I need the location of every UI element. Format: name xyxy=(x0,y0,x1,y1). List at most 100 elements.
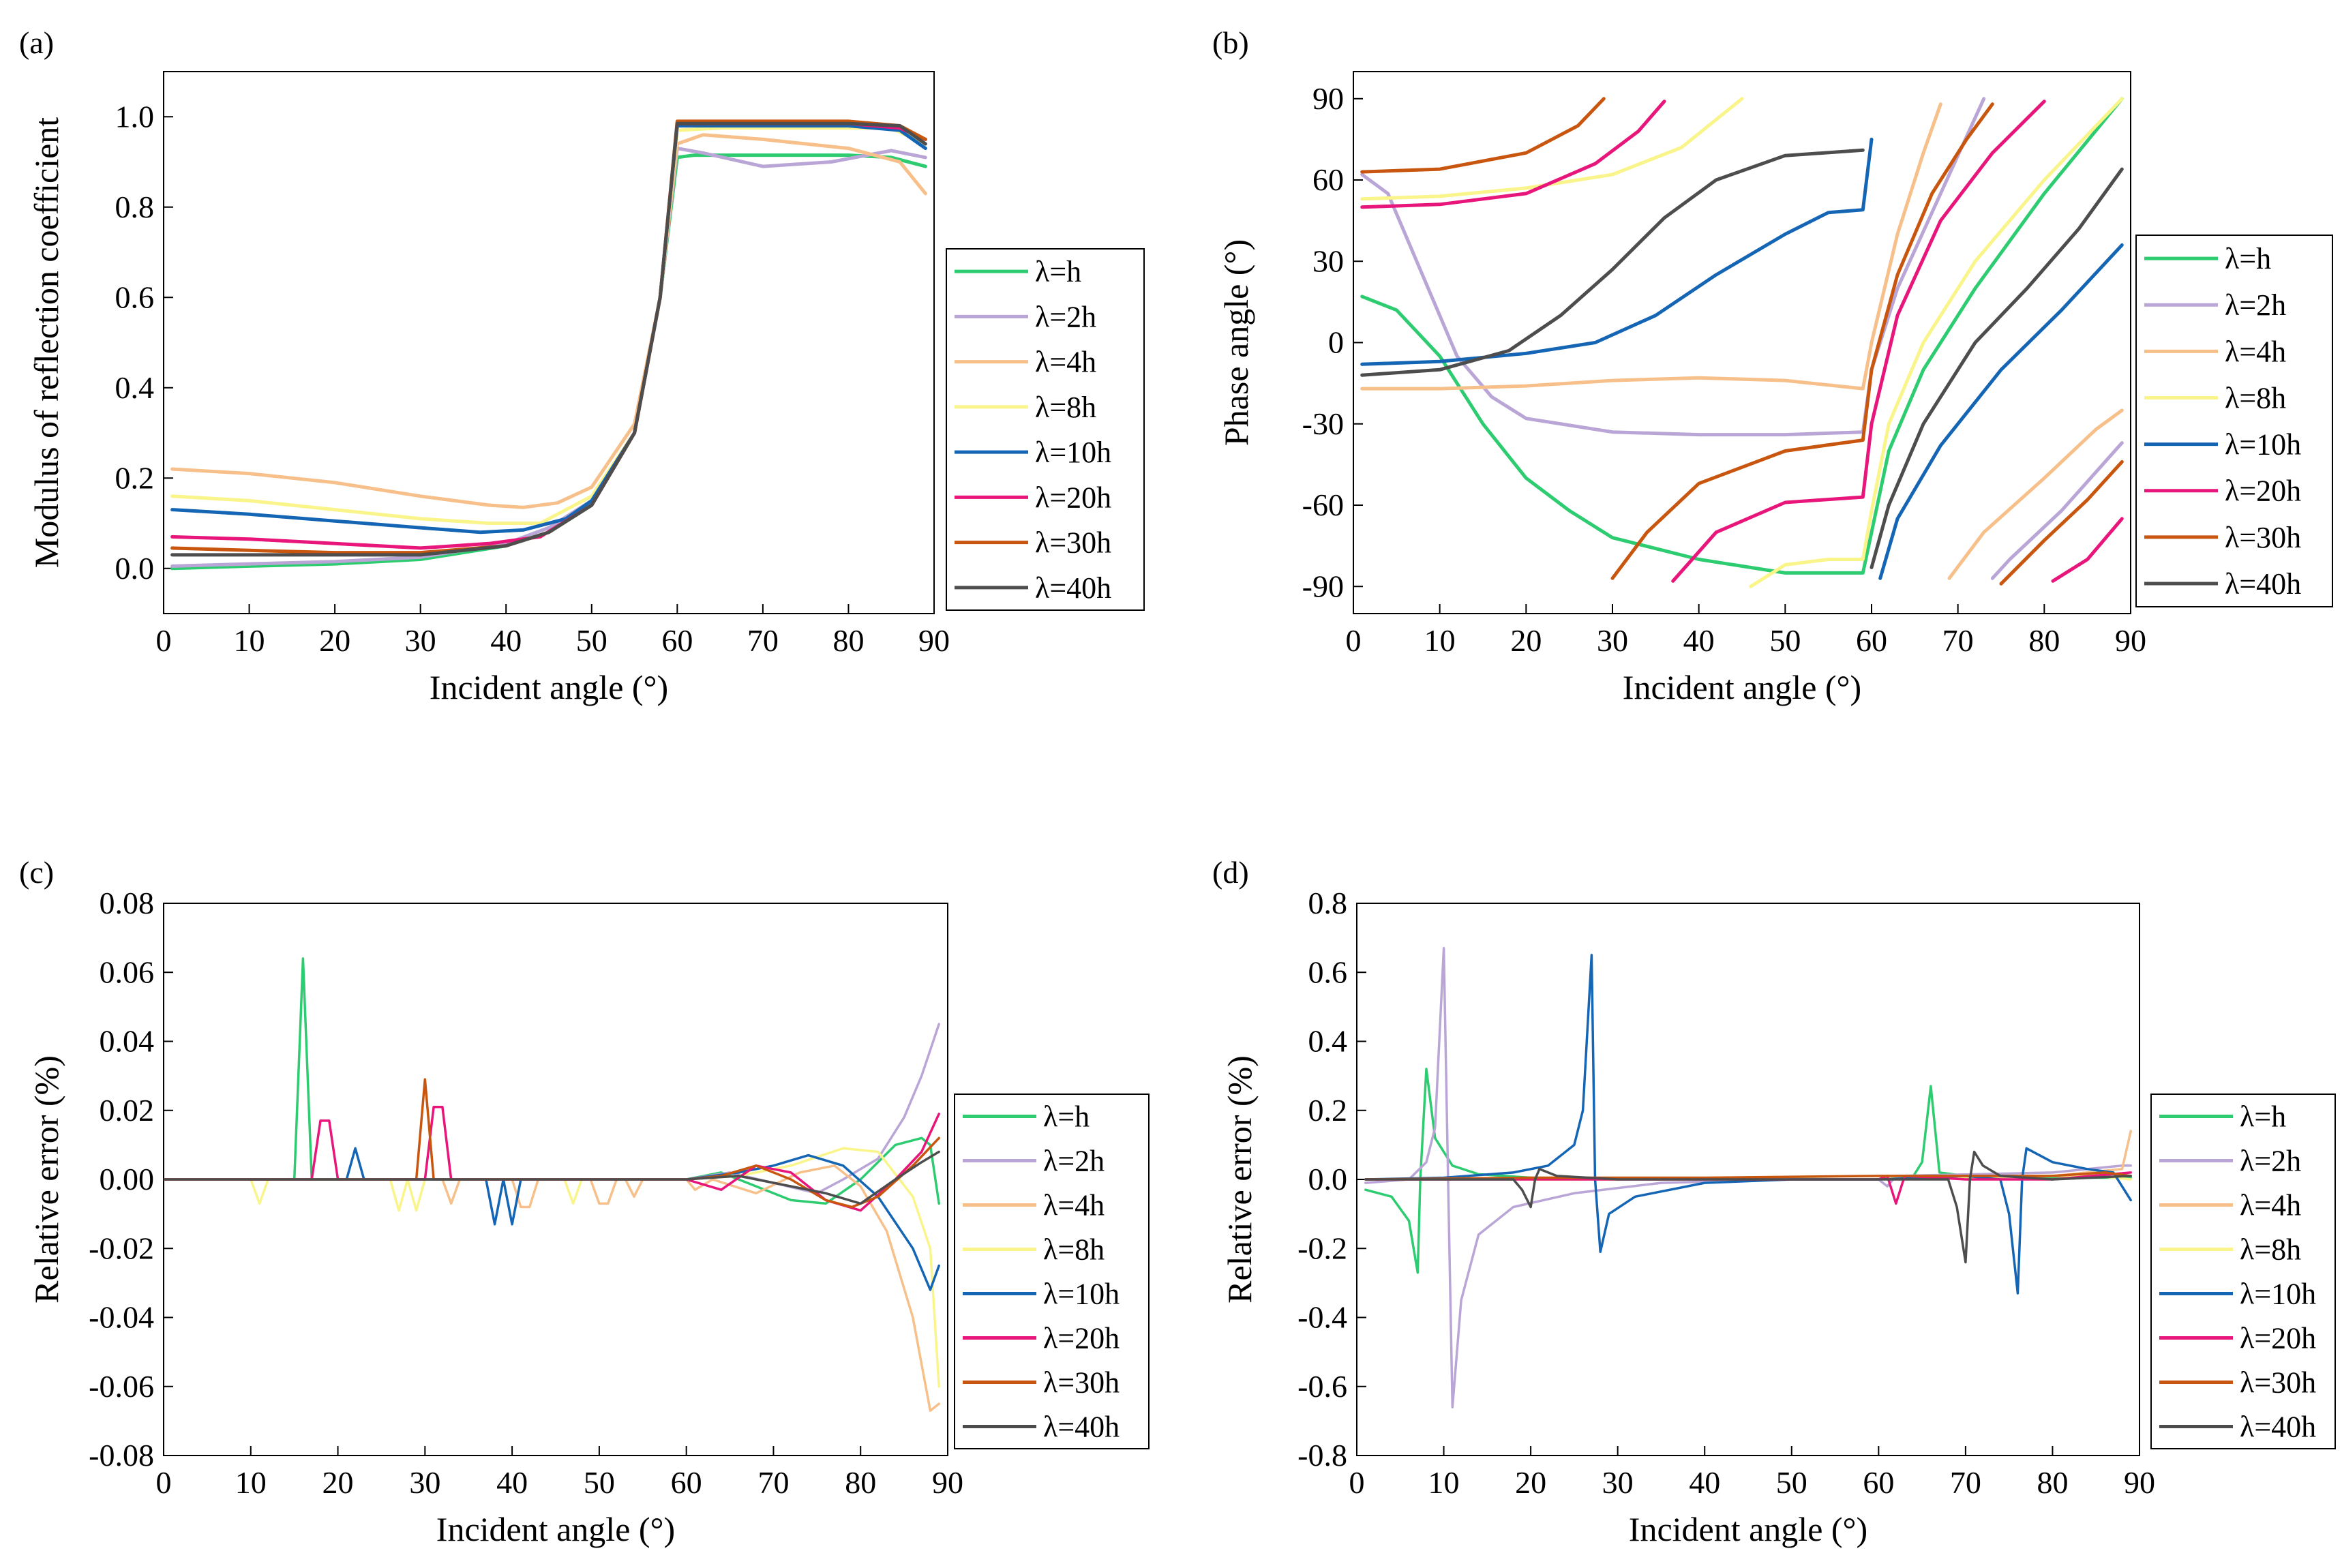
y-tick-label-b: 30 xyxy=(1312,243,1344,278)
x-tick-label-b: 40 xyxy=(1683,623,1715,658)
series-group-c xyxy=(164,957,940,1412)
y-tick-label-d: -0.4 xyxy=(1297,1300,1347,1335)
series-line-a-h xyxy=(170,153,927,571)
x-tick-label-b: 90 xyxy=(2115,623,2146,658)
y-tick-label-d: -0.2 xyxy=(1297,1231,1347,1265)
legend-label-a-2h: λ=2h xyxy=(1035,300,1096,333)
x-tick-label-d: 10 xyxy=(1428,1465,1460,1500)
y-tick-label-a: 0.6 xyxy=(115,280,155,314)
series-line-c-8h xyxy=(164,1147,940,1388)
series-line-c-h xyxy=(164,957,940,1205)
series-group-d xyxy=(1364,947,2132,1408)
legend-label-c-2h: λ=2h xyxy=(1043,1145,1105,1178)
plot-area-a xyxy=(163,71,935,614)
legend-label-a-30h: λ=30h xyxy=(1035,526,1111,560)
legend-label-b-h: λ=h xyxy=(2225,242,2271,275)
legend-label-d-4h: λ=4h xyxy=(2240,1189,2301,1222)
legend-label-b-20h: λ=20h xyxy=(2225,474,2301,508)
series-line-d-10h xyxy=(1364,954,2132,1295)
legend-b: λ=h λ=2h λ=4h λ=8h λ=10h λ=20h λ=30h λ=40h xyxy=(2135,235,2333,607)
x-axis-title-b: Incident angle (°) xyxy=(1623,668,1861,706)
legend-label-a-10h: λ=10h xyxy=(1035,436,1111,469)
x-tick-label-a: 80 xyxy=(832,623,864,658)
x-tick-label-b: 0 xyxy=(1346,623,1362,658)
y-tick-label-c: 0.06 xyxy=(100,954,155,989)
x-tick-label-c: 70 xyxy=(757,1465,789,1500)
panel-label-a: (a) xyxy=(19,25,54,60)
y-axis-title-a: Modulus of reflection coefficient xyxy=(27,117,65,568)
x-tick-label-c: 40 xyxy=(496,1465,528,1500)
y-tick-label-a: 0.2 xyxy=(115,460,155,495)
legend-label-d-30h: λ=30h xyxy=(2240,1366,2316,1400)
x-tick-label-d: 30 xyxy=(1602,1465,1634,1500)
x-tick-label-d: 20 xyxy=(1515,1465,1546,1500)
series-line-c-30h xyxy=(164,1078,940,1209)
y-tick-label-d: 0.6 xyxy=(1308,954,1348,989)
x-tick-label-a: 20 xyxy=(319,623,350,658)
legend-label-a-20h: λ=20h xyxy=(1035,481,1111,514)
legend-label-a-8h: λ=8h xyxy=(1035,391,1096,424)
legend-label-d-40h: λ=40h xyxy=(2240,1411,2316,1444)
series-line-d-h xyxy=(1364,1068,2132,1274)
series-line-b-2h xyxy=(1360,97,2124,580)
legend-label-c-10h: λ=10h xyxy=(1043,1278,1120,1311)
series-line-b-20h xyxy=(1360,100,2124,583)
x-tick-label-d: 70 xyxy=(1950,1465,1981,1500)
y-tick-label-c: 0.08 xyxy=(100,886,155,920)
y-tick-label-c: -0.08 xyxy=(89,1438,154,1473)
panel-b: (b) 0 10 20 30 40 50 60 70 80 90 -90 -60 -30 0 30 60 90 I… xyxy=(1212,25,2333,706)
x-tick-label-c: 10 xyxy=(235,1465,267,1500)
legend-label-c-40h: λ=40h xyxy=(1043,1411,1120,1444)
x-tick-label-d: 40 xyxy=(1689,1465,1720,1500)
series-line-a-20h xyxy=(170,121,927,550)
x-tick-label-c: 20 xyxy=(322,1465,354,1500)
x-tick-label-b: 60 xyxy=(1856,623,1887,658)
series-line-a-40h xyxy=(170,121,927,557)
x-tick-label-a: 60 xyxy=(661,623,693,658)
legend-label-b-10h: λ=10h xyxy=(2225,428,2301,462)
legend-label-d-2h: λ=2h xyxy=(2240,1145,2301,1178)
legend-box-b xyxy=(2135,235,2333,607)
y-tick-label-d: -0.8 xyxy=(1297,1438,1347,1473)
y-tick-label-c: -0.04 xyxy=(89,1300,154,1335)
y-tick-label-c: 0.04 xyxy=(100,1024,155,1059)
series-line-b-40h xyxy=(1360,148,2124,569)
series-line-b-30h xyxy=(1360,97,2124,586)
series-group-b xyxy=(1360,97,2124,588)
x-tick-label-d: 90 xyxy=(2124,1465,2155,1500)
y-tick-label-d: 0.4 xyxy=(1308,1024,1348,1059)
x-tick-label-d: 0 xyxy=(1349,1465,1365,1500)
legend-label-b-2h: λ=2h xyxy=(2225,288,2286,322)
x-tick-label-b: 70 xyxy=(1942,623,1974,658)
x-tick-label-c: 90 xyxy=(932,1465,963,1500)
y-tick-label-d: 0.8 xyxy=(1308,886,1348,920)
legend-c: λ=h λ=2h λ=4h λ=8h λ=10h λ=20h λ=30h λ=40h xyxy=(954,1094,1150,1449)
x-tick-label-a: 50 xyxy=(576,623,607,658)
legend-label-a-40h: λ=40h xyxy=(1035,571,1111,605)
series-line-a-8h xyxy=(170,126,927,525)
legend-label-b-4h: λ=4h xyxy=(2225,335,2286,368)
legend-label-d-h: λ=h xyxy=(2240,1100,2286,1134)
legend-label-a-4h: λ=4h xyxy=(1035,346,1096,379)
y-tick-label-c: -0.02 xyxy=(89,1231,154,1265)
y-axis-title-b: Phase angle (°) xyxy=(1217,239,1255,446)
series-line-c-10h xyxy=(164,1147,940,1291)
legend-label-d-8h: λ=8h xyxy=(2240,1233,2301,1267)
y-tick-label-b: -90 xyxy=(1302,569,1344,603)
y-tick-label-d: 0.0 xyxy=(1308,1162,1348,1196)
panel-c: (c) 0 10 20 30 40 50 60 70 80 90 -0.08 -0.06 -0.04 -0… xyxy=(19,855,1150,1548)
legend-label-b-30h: λ=30h xyxy=(2225,521,2301,554)
x-axis-title-c: Incident angle (°) xyxy=(436,1510,675,1548)
x-tick-label-b: 50 xyxy=(1769,623,1801,658)
y-tick-label-c: 0.02 xyxy=(100,1093,155,1128)
series-line-b-8h xyxy=(1360,97,2124,588)
x-tick-label-d: 50 xyxy=(1776,1465,1807,1500)
panel-label-c: (c) xyxy=(19,855,54,890)
x-tick-label-a: 70 xyxy=(747,623,779,658)
legend-label-c-4h: λ=4h xyxy=(1043,1189,1105,1222)
y-tick-label-a: 1.0 xyxy=(115,99,155,134)
legend-label-c-8h: λ=8h xyxy=(1043,1233,1105,1267)
y-axis-title-d: Relative error (%) xyxy=(1220,1055,1259,1303)
x-tick-label-b: 10 xyxy=(1424,623,1456,658)
